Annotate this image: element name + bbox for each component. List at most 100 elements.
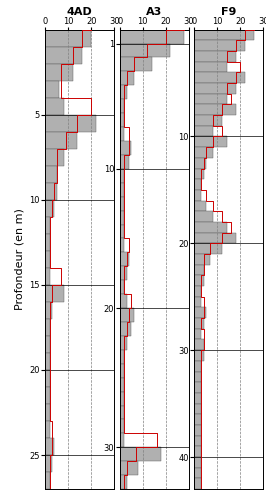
Bar	[194, 436, 201, 446]
Bar	[194, 51, 236, 62]
Bar	[194, 41, 245, 51]
Bar	[120, 294, 127, 308]
Bar	[194, 371, 201, 382]
Bar	[120, 308, 134, 322]
Bar	[45, 30, 91, 46]
Bar	[120, 72, 134, 85]
Bar	[45, 336, 50, 353]
Bar	[120, 197, 124, 210]
Bar	[194, 73, 245, 83]
Bar	[120, 99, 124, 113]
Bar	[194, 158, 206, 168]
Title: F9: F9	[221, 7, 236, 17]
Bar	[120, 322, 131, 336]
Bar	[45, 421, 50, 438]
Bar	[194, 265, 203, 275]
Bar	[120, 378, 124, 392]
Bar	[120, 419, 124, 433]
Bar	[45, 387, 50, 404]
Title: 4AD: 4AD	[67, 7, 93, 17]
Bar	[194, 457, 201, 468]
Bar	[45, 81, 59, 98]
Bar	[194, 179, 201, 190]
Bar	[194, 244, 222, 254]
Bar	[194, 233, 236, 244]
Bar	[194, 201, 206, 211]
Bar	[45, 353, 50, 370]
Bar	[45, 64, 73, 81]
Bar	[120, 392, 124, 406]
Bar	[194, 478, 201, 489]
Bar	[194, 190, 201, 201]
Bar	[45, 404, 50, 421]
Bar	[45, 319, 50, 336]
Bar	[120, 210, 124, 225]
Bar	[194, 104, 236, 115]
Bar	[194, 30, 254, 41]
Bar	[194, 115, 222, 126]
Bar	[120, 183, 124, 197]
Bar	[194, 147, 213, 158]
Bar	[194, 414, 201, 425]
Bar	[45, 472, 50, 489]
Bar	[120, 113, 124, 127]
Bar	[120, 141, 131, 155]
Bar	[194, 275, 203, 286]
Bar	[194, 446, 201, 457]
Y-axis label: Profondeur (en m): Profondeur (en m)	[15, 208, 25, 310]
Bar	[194, 329, 201, 339]
Bar	[120, 433, 124, 447]
Bar	[45, 166, 57, 183]
Bar	[194, 211, 213, 222]
Bar	[194, 136, 227, 147]
Bar	[194, 339, 203, 350]
Bar	[194, 222, 227, 233]
Bar	[120, 127, 124, 141]
Bar	[120, 336, 127, 350]
Bar	[45, 302, 52, 319]
Bar	[120, 57, 152, 72]
Bar	[120, 406, 124, 419]
Bar	[194, 425, 201, 436]
Bar	[45, 370, 50, 387]
Bar	[194, 168, 203, 179]
Bar	[45, 46, 82, 64]
Bar	[194, 382, 201, 393]
Bar	[120, 43, 171, 57]
Bar	[120, 252, 129, 266]
Bar	[120, 85, 127, 99]
Bar	[120, 30, 184, 43]
Bar	[120, 266, 127, 280]
Bar	[45, 115, 96, 132]
Bar	[194, 254, 210, 265]
Bar	[194, 393, 201, 404]
Bar	[45, 183, 57, 200]
Bar	[120, 350, 124, 364]
Bar	[45, 268, 50, 285]
Bar	[120, 364, 124, 378]
Bar	[45, 234, 50, 251]
Bar	[45, 455, 52, 472]
Title: A3: A3	[146, 7, 163, 17]
Bar	[45, 149, 64, 166]
Bar	[120, 447, 161, 461]
Bar	[194, 126, 213, 136]
Bar	[194, 94, 227, 104]
Bar	[194, 307, 206, 318]
Bar	[120, 239, 124, 252]
Bar	[45, 217, 50, 234]
Bar	[45, 98, 64, 115]
Bar	[120, 280, 124, 294]
Bar	[194, 286, 201, 297]
Bar	[194, 468, 201, 478]
Bar	[120, 225, 124, 239]
Bar	[194, 83, 236, 94]
Bar	[120, 475, 127, 489]
Bar	[194, 62, 227, 73]
Bar	[45, 200, 55, 217]
Bar	[120, 461, 138, 475]
Bar	[194, 318, 203, 329]
Bar	[45, 251, 50, 268]
Bar	[194, 297, 201, 307]
Bar	[120, 169, 124, 183]
